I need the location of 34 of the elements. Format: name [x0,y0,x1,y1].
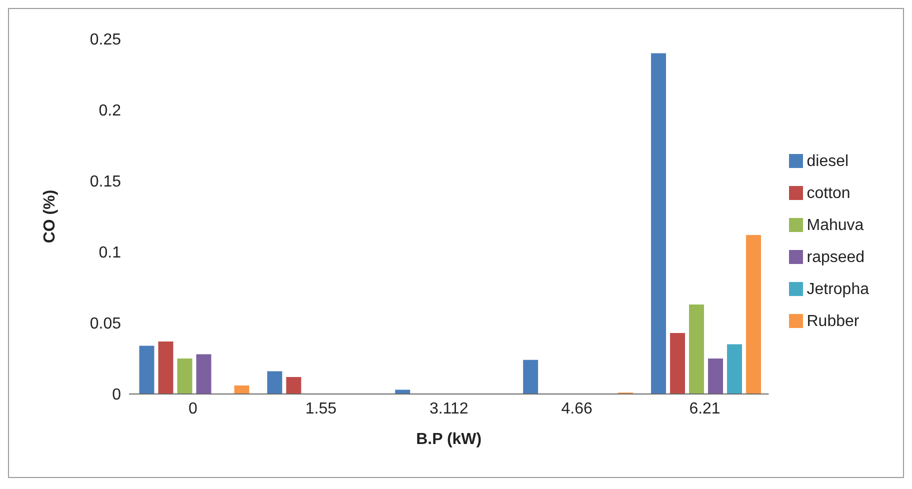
y-tick-label: 0.05 [90,316,122,333]
x-tick-label: 0 [188,400,198,418]
legend-label: Mahuva [806,216,864,234]
bar [196,354,212,394]
x-tick-label: 4.66 [561,400,592,418]
bar [670,332,686,394]
y-tick-label: 0.15 [90,174,122,191]
y-tick-label: 0.1 [98,244,122,262]
bar [177,358,192,394]
x-axis-title: B.P (kW) [416,431,482,448]
bar [286,376,302,394]
x-tick-label: 1.55 [305,400,337,418]
legend-label: cotton [806,184,850,202]
bar [234,385,250,394]
x-tick-label: 3.112 [429,400,468,418]
bar [651,53,666,394]
bar [708,358,724,394]
bar [267,371,282,394]
x-tick-label: 6.21 [689,400,720,418]
bar [727,344,742,394]
bar [746,234,762,394]
legend-label: diesel [806,152,849,170]
y-tick-label: 0 [112,386,122,404]
bar [395,390,410,394]
legend-label: rapseed [806,248,865,266]
y-axis-title: CO (%) [42,190,59,244]
legend-label: Jetropha [806,280,869,298]
bar [523,360,538,394]
bar [139,346,154,394]
y-tick-label: 0.2 [98,102,122,120]
y-tick-label: 0.25 [90,32,122,49]
legend-label: Rubber [806,312,860,330]
bar [158,341,174,394]
bar [689,304,704,394]
